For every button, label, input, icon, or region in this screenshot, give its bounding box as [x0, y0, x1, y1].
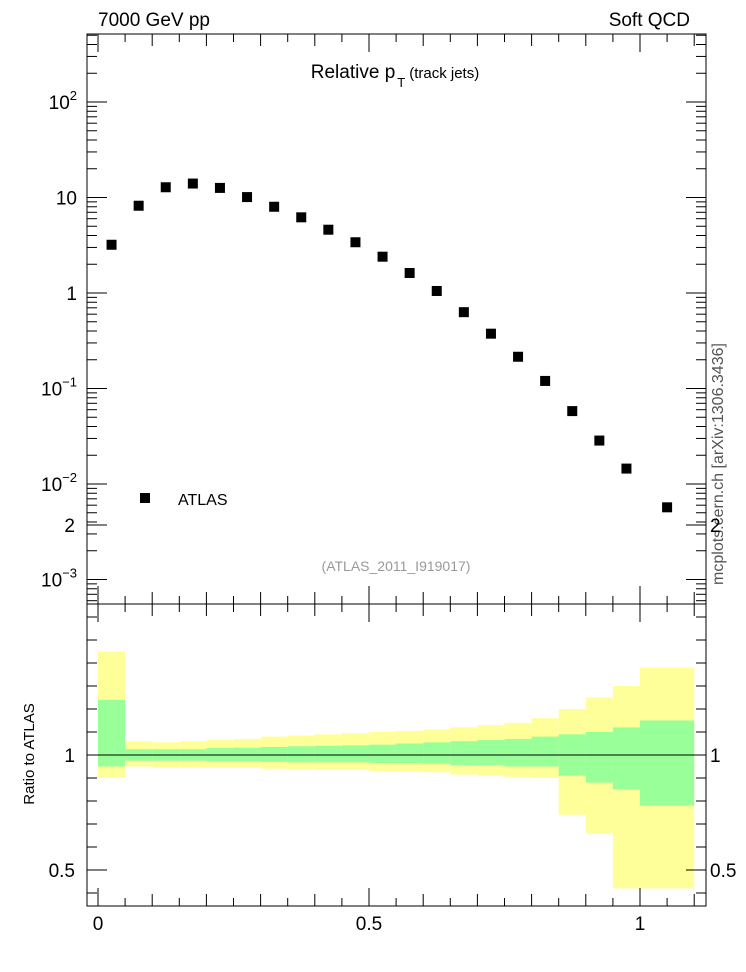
band-stat-bin [477, 740, 505, 766]
band-stat-bin [450, 741, 478, 766]
legend-label: ATLAS [178, 492, 228, 509]
main-title: Relative p T(track jets) [311, 62, 479, 90]
data-point [404, 267, 415, 278]
main-frame [86, 33, 707, 605]
data-point [485, 328, 496, 339]
band-stat-bin [341, 745, 369, 763]
band-stat-bin [369, 744, 397, 764]
ratio-axes: 0.5 0.5 1 1 2 2 0 0.5 1 [49, 516, 737, 935]
data-point [594, 435, 605, 446]
data-point [662, 502, 673, 513]
data-point [214, 182, 225, 193]
main-ytick-label: 10−1 [41, 375, 77, 401]
data-point [458, 307, 469, 318]
data-point [242, 192, 253, 203]
ratio-ytick-label-right: 0.5 [710, 861, 736, 882]
main-axes: 10−3 10−2 10−1 1 10 102 [41, 33, 707, 605]
band-stat-bin [98, 699, 126, 767]
data-point [431, 285, 442, 296]
data-point [323, 224, 334, 235]
xtick-label: 0.5 [356, 914, 382, 935]
xtick-label: 1 [635, 914, 646, 935]
ratio-ylabel: Ratio to ATLAS [21, 703, 38, 804]
band-stat-bin [287, 746, 315, 763]
header-left: 7000 GeV pp [98, 10, 210, 31]
ratio-ytick-label-left: 0.5 [49, 861, 75, 882]
legend-marker [140, 493, 150, 503]
main-points [106, 178, 673, 513]
band-stat-bin [396, 743, 424, 764]
side-label: mcplots.cern.ch [arXiv:1306.3436] [710, 343, 727, 585]
ratio-bands [98, 651, 695, 889]
header-right: Soft QCD [609, 10, 690, 31]
data-point [133, 200, 144, 211]
ratio-ytick-label-right: 2 [710, 516, 721, 537]
data-point [377, 251, 388, 262]
data-point [160, 182, 171, 193]
data-point [187, 178, 198, 189]
analysis-annotation: (ATLAS_2011_I919017) [322, 558, 471, 574]
data-point [269, 201, 280, 212]
main-ytick-label: 10 [56, 189, 77, 210]
band-stat-bin [585, 732, 613, 783]
band-stat-bin [612, 727, 640, 790]
band-stat-bin [260, 746, 288, 762]
band-stat-bin [640, 720, 695, 806]
xtick-label: 0 [93, 914, 104, 935]
main-ytick-label: 102 [49, 88, 77, 114]
band-stat-bin [504, 738, 532, 767]
band-stat-bin [423, 742, 451, 764]
data-point [540, 375, 551, 386]
data-point [513, 351, 524, 362]
ratio-ytick-label-left: 2 [64, 516, 75, 537]
data-point [350, 237, 361, 248]
ratio-ytick-label-left: 1 [64, 746, 75, 767]
main-ytick-label: 10−2 [41, 470, 77, 496]
data-point [296, 212, 307, 223]
main-ytick-label: 10−3 [41, 566, 77, 592]
main-ytick-label: 1 [66, 284, 77, 305]
band-stat-bin [531, 736, 559, 767]
data-point [621, 463, 632, 474]
data-point [567, 406, 578, 417]
data-point [106, 239, 117, 250]
ratio-ytick-label-right: 1 [710, 746, 721, 767]
band-stat-bin [314, 745, 342, 763]
